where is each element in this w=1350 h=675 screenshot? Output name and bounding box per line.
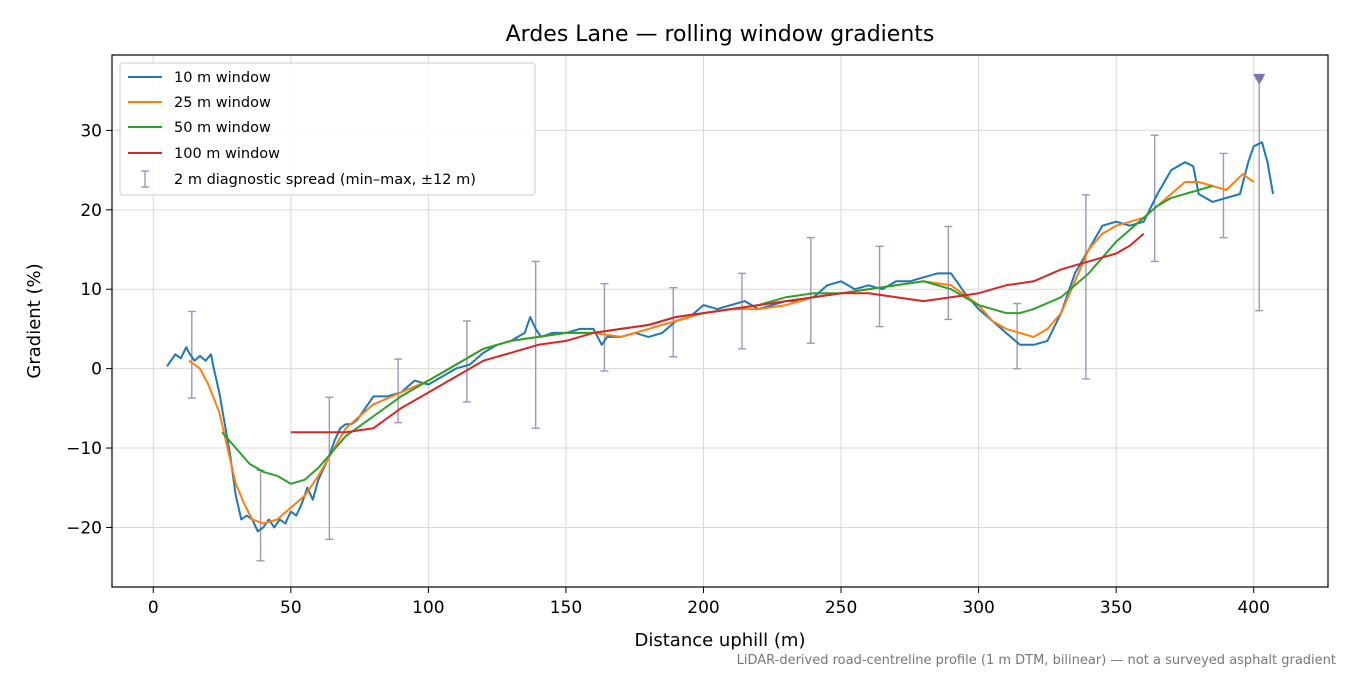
series-line-2 — [188, 173, 1255, 525]
legend-label: 50 m window — [174, 120, 271, 136]
errorbar — [187, 310, 196, 399]
legend: 10 m window 25 m window 50 m window 100 m w… — [119, 62, 536, 196]
errorbar — [806, 236, 815, 344]
plot-frame — [111, 54, 1329, 588]
legend-label: 2 m diagnostic spread (min–max, ±12 m) — [174, 172, 476, 188]
footnote: LiDAR-derived road-centreline profile (1… — [737, 653, 1336, 668]
x-tick-label: 50 — [280, 598, 302, 618]
y-tick-label: −10 — [66, 439, 102, 459]
legend-label: 25 m window — [174, 95, 271, 111]
errorbar — [1219, 152, 1228, 239]
x-tick-label: 250 — [825, 598, 857, 618]
errorbar — [325, 396, 334, 541]
errorbar — [462, 320, 471, 403]
errorbar — [394, 358, 403, 424]
legend-box — [119, 62, 536, 196]
x-tick-label: 350 — [1100, 598, 1132, 618]
y-tick-label: 0 — [91, 360, 102, 380]
x-tick-label: 400 — [1237, 598, 1269, 618]
y-tick-label: 10 — [80, 280, 102, 300]
errorbar — [738, 272, 747, 350]
errorbar — [875, 245, 884, 328]
chart-title: Ardes Lane — rolling window gradients — [506, 22, 935, 47]
x-tick-label: 150 — [550, 598, 582, 618]
x-axis: 0 50 100 150 200 250 300 350 400 — [148, 587, 1270, 618]
legend-label: 10 m window — [174, 70, 271, 86]
y-tick-label: −20 — [66, 518, 102, 538]
legend-label: 100 m window — [174, 146, 280, 162]
marker-triangle — [1253, 73, 1266, 85]
errorbar — [256, 469, 265, 562]
x-tick-label: 300 — [962, 598, 994, 618]
y-axis-label: Gradient (%) — [24, 263, 45, 378]
errorbar — [600, 282, 609, 372]
plot-area — [166, 73, 1274, 562]
x-tick-label: 200 — [687, 598, 719, 618]
series-line-3 — [221, 185, 1213, 485]
x-tick-label: 100 — [412, 598, 444, 618]
errorbar — [1013, 302, 1022, 370]
x-tick-label: 0 — [148, 598, 159, 618]
y-axis: −20 −10 0 10 20 30 — [66, 121, 112, 538]
grid — [112, 55, 1328, 587]
x-axis-label: Distance uphill (m) — [635, 630, 806, 651]
y-tick-label: 20 — [80, 201, 102, 221]
series-line-1 — [166, 141, 1274, 533]
series-line-4 — [290, 232, 1145, 434]
errorbar — [1081, 194, 1090, 380]
y-tick-label: 30 — [80, 121, 102, 141]
errorbar — [1255, 78, 1264, 312]
